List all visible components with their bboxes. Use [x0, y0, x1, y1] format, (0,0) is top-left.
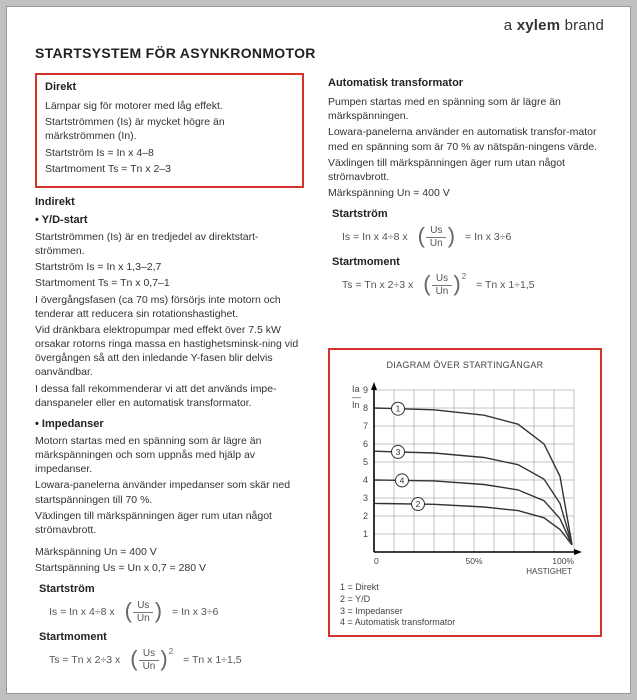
legend-item: 4 = Automatisk transformator	[340, 617, 590, 629]
svg-text:In: In	[352, 400, 360, 410]
left-startstrom-label: Startström	[39, 583, 304, 595]
frac-den: Un	[139, 661, 160, 672]
frac-den: Un	[426, 238, 447, 249]
left-startmoment-label: Startmoment	[39, 631, 304, 643]
imp-p4: Märkspänning Un = 400 V	[35, 545, 304, 559]
start-curves-chart: 123456789Ia—In050%100%HASTIGHET1342	[340, 376, 590, 576]
imp-p1: Motorn startas med en spänning som är lä…	[35, 434, 304, 477]
fraction-paren: Us Un	[130, 647, 167, 673]
fraction-paren: Us Un	[418, 224, 455, 250]
svg-text:8: 8	[363, 403, 368, 413]
right-formula-ts: Ts = Tn x 2÷3 x Us Un 2 = Tn x 1÷1,5	[342, 272, 602, 298]
chart-title: DIAGRAM ÖVER STARTINGÅNGAR	[340, 360, 590, 370]
direkt-p1: Lämpar sig för motorer med låg effekt.	[45, 99, 294, 113]
auto-p1: Pumpen startas med en spänning som är lä…	[328, 95, 602, 123]
fraction-paren: Us Un	[423, 272, 460, 298]
direkt-heading: Direkt	[45, 81, 294, 93]
svg-text:1: 1	[396, 404, 401, 414]
yd-p2: Startström Is = In x 1,3–2,7	[35, 260, 304, 274]
svg-text:100%: 100%	[552, 556, 574, 566]
formula-rhs: = Tn x 1÷1,5	[183, 654, 241, 666]
formula-lhs: Is = In x 4÷8 x	[49, 606, 115, 618]
frac-num: Us	[133, 601, 153, 613]
frac-den: Un	[432, 286, 453, 297]
svg-text:6: 6	[363, 439, 368, 449]
imp-p2: Lowara-panelerna använder impedanser som…	[35, 478, 304, 506]
formula-lhs: Ts = Tn x 2÷3 x	[49, 654, 120, 666]
svg-text:7: 7	[363, 421, 368, 431]
direkt-box: Direkt Lämpar sig för motorer med låg ef…	[35, 73, 304, 188]
exponent: 2	[169, 647, 173, 656]
fraction-icon: Us Un	[133, 601, 154, 624]
left-formula-is: Is = In x 4÷8 x Us Un = In x 3÷6	[49, 599, 304, 625]
formula-rhs: = In x 3÷6	[465, 231, 511, 243]
svg-text:HASTIGHET: HASTIGHET	[526, 567, 572, 576]
left-formula-ts: Ts = Tn x 2÷3 x Us Un 2 = Tn x 1÷1,5	[49, 647, 304, 673]
svg-text:5: 5	[363, 457, 368, 467]
right-formula-is: Is = In x 4÷8 x Us Un = In x 3÷6	[342, 224, 602, 250]
yd-p3: Startmoment Ts = Tn x 0,7–1	[35, 276, 304, 290]
yd-heading: • Y/D-start	[35, 214, 304, 226]
yd-p5: Vid dränkbara elektropumpar med effekt ö…	[35, 323, 304, 380]
svg-text:4: 4	[363, 475, 368, 485]
legend-item: 2 = Y/D	[340, 594, 590, 606]
svg-text:3: 3	[363, 493, 368, 503]
svg-text:4: 4	[400, 476, 405, 486]
chart-legend: 1 = Direkt2 = Y/D3 = Impedanser4 = Autom…	[340, 582, 590, 629]
formula-rhs: = Tn x 1÷1,5	[476, 279, 534, 291]
brand-suffix: brand	[560, 17, 604, 34]
content-columns: Direkt Lämpar sig för motorer med låg ef…	[35, 73, 602, 679]
formula-lhs: Is = In x 4÷8 x	[342, 231, 408, 243]
svg-text:3: 3	[396, 447, 401, 457]
formula-lhs: Ts = Tn x 2÷3 x	[342, 279, 413, 291]
imp-p5: Startspänning Us = Un x 0,7 = 280 V	[35, 561, 304, 575]
frac-den: Un	[133, 613, 154, 624]
document-page: a xylem brand STARTSYSTEM FÖR ASYNKRONMO…	[6, 6, 631, 694]
yd-p1: Startströmmen (Is) är en tredjedel av di…	[35, 230, 304, 258]
brand-name: xylem	[517, 17, 561, 34]
svg-text:1: 1	[363, 529, 368, 539]
left-column: Direkt Lämpar sig för motorer med låg ef…	[35, 73, 304, 679]
svg-text:2: 2	[363, 511, 368, 521]
direkt-p3: Startström Is = In x 4–8	[45, 146, 294, 160]
auto-p2: Lowara-panelerna använder en automatisk …	[328, 125, 602, 153]
exponent: 2	[462, 272, 466, 281]
brand-tagline: a xylem brand	[504, 17, 604, 34]
chart-box: DIAGRAM ÖVER STARTINGÅNGAR 123456789Ia—I…	[328, 348, 602, 637]
auto-heading: Automatisk transformator	[328, 77, 602, 89]
svg-text:50%: 50%	[465, 556, 482, 566]
indirekt-heading: Indirekt	[35, 196, 304, 208]
right-column: Automatisk transformator Pumpen startas …	[328, 73, 602, 679]
frac-num: Us	[426, 226, 446, 238]
imp-heading: • Impedanser	[35, 418, 304, 430]
right-startstrom-label: Startström	[332, 208, 602, 220]
direkt-p4: Startmoment Ts = Tn x 2–3	[45, 162, 294, 176]
svg-text:0: 0	[374, 556, 379, 566]
direkt-p2: Startströmmen (Is) är mycket högre än mä…	[45, 115, 294, 143]
svg-text:2: 2	[416, 499, 421, 509]
frac-num: Us	[139, 649, 159, 661]
yd-p6: I dessa fall rekommenderar vi att det an…	[35, 382, 304, 410]
imp-block: Motorn startas med en spänning som är lä…	[35, 434, 304, 576]
frac-num: Us	[432, 274, 452, 286]
legend-item: 1 = Direkt	[340, 582, 590, 594]
right-startmoment-label: Startmoment	[332, 256, 602, 268]
svg-text:9: 9	[363, 385, 368, 395]
formula-rhs: = In x 3÷6	[172, 606, 218, 618]
brand-prefix: a	[504, 17, 517, 34]
page-title: STARTSYSTEM FÖR ASYNKRONMOTOR	[35, 45, 602, 61]
imp-p3: Växlingen till märkspänningen äger rum u…	[35, 509, 304, 537]
fraction-icon: Us Un	[432, 274, 453, 297]
auto-p4: Märkspänning Un = 400 V	[328, 186, 602, 200]
yd-block: Startströmmen (Is) är en tredjedel av di…	[35, 230, 304, 410]
fraction-paren: Us Un	[125, 599, 162, 625]
fraction-icon: Us Un	[426, 226, 447, 249]
legend-item: 3 = Impedanser	[340, 606, 590, 618]
auto-block: Pumpen startas med en spänning som är lä…	[328, 95, 602, 200]
auto-p3: Växlingen till märkspänningen äger rum u…	[328, 156, 602, 184]
yd-p4: I övergångsfasen (ca 70 ms) försörjs int…	[35, 293, 304, 321]
fraction-icon: Us Un	[139, 649, 160, 672]
